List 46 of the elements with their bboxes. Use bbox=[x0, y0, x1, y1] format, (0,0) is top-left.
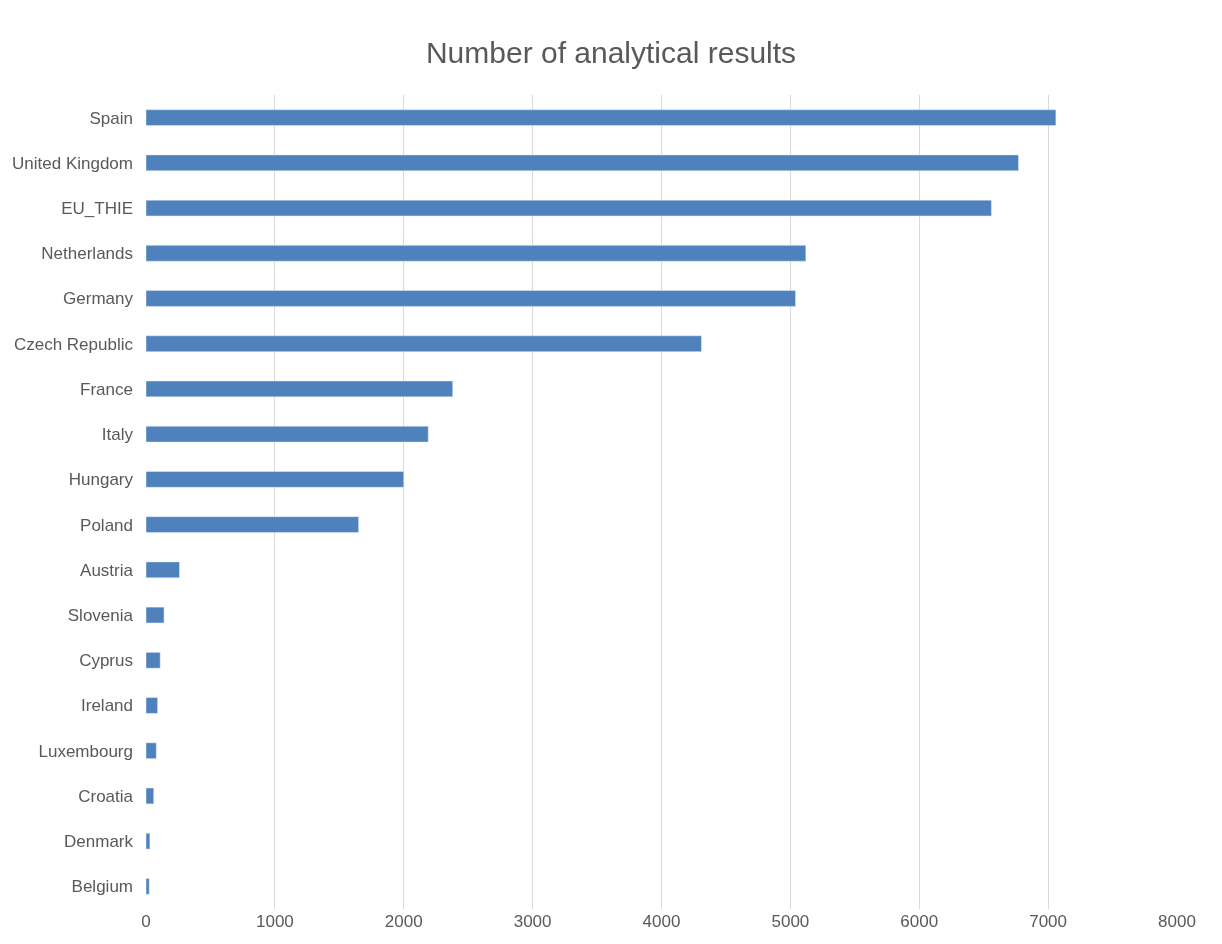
bar bbox=[146, 516, 359, 533]
bar bbox=[146, 652, 161, 669]
bar bbox=[146, 697, 158, 714]
y-tick-label: Cyprus bbox=[79, 651, 133, 671]
y-tick-label: Denmark bbox=[64, 832, 134, 852]
chart-title: Number of analytical results bbox=[425, 36, 797, 70]
bar bbox=[146, 742, 157, 759]
y-tick-label: Belgium bbox=[71, 877, 133, 897]
bar bbox=[146, 290, 796, 307]
x-tick-label: 8000 bbox=[1158, 912, 1196, 931]
bar bbox=[146, 426, 429, 443]
x-tick-label: 0 bbox=[141, 912, 151, 931]
y-tick-label: Germany bbox=[63, 289, 134, 309]
y-tick-label: Croatia bbox=[78, 786, 134, 806]
x-tick-label: 4000 bbox=[642, 912, 681, 931]
y-tick-label: France bbox=[80, 379, 133, 399]
y-tick-label: Austria bbox=[80, 560, 134, 580]
y-tick-label: EU_THIE bbox=[61, 199, 133, 219]
x-tick-label: 6000 bbox=[900, 912, 939, 931]
y-tick-label: United Kingdom bbox=[12, 153, 133, 173]
bar bbox=[146, 380, 453, 398]
y-tick-label: Spain bbox=[89, 108, 133, 128]
x-tick-label: 2000 bbox=[384, 912, 423, 931]
bar bbox=[146, 199, 992, 217]
y-tick-label: Slovenia bbox=[67, 606, 134, 626]
y-tick-label: Ireland bbox=[81, 696, 133, 716]
y-tick-label: Hungary bbox=[68, 470, 134, 490]
y-tick-label: Luxembourg bbox=[38, 741, 133, 761]
bar bbox=[146, 335, 702, 352]
bar bbox=[146, 833, 151, 850]
bar bbox=[146, 606, 165, 624]
y-tick-label: Netherlands bbox=[41, 244, 133, 264]
x-tick-label: 7000 bbox=[1029, 912, 1068, 931]
x-tick-label: 5000 bbox=[771, 912, 810, 931]
bar bbox=[146, 471, 404, 488]
bar bbox=[146, 878, 150, 895]
bar bbox=[146, 561, 180, 578]
y-tick-label: Poland bbox=[80, 515, 133, 535]
bar bbox=[146, 245, 807, 262]
bar bbox=[146, 154, 1019, 171]
x-tick-label: 3000 bbox=[513, 912, 552, 931]
y-tick-label: Italy bbox=[101, 425, 134, 445]
bar bbox=[146, 787, 154, 805]
x-tick-label: 1000 bbox=[255, 912, 294, 931]
bar bbox=[146, 109, 1057, 126]
y-tick-label: Czech Republic bbox=[13, 334, 134, 354]
